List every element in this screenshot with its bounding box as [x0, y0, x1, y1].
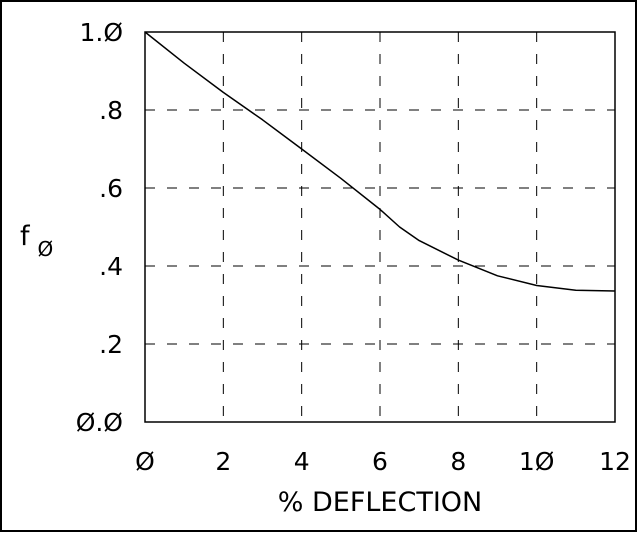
y-tick-label-3: .6: [99, 174, 123, 203]
y-tick-label-0: Ø.Ø: [76, 408, 123, 437]
x-axis-title: % DEFLECTION: [278, 487, 482, 518]
x-tick-label-6: 12: [599, 447, 631, 476]
y-tick-label-5: 1.Ø: [79, 18, 123, 47]
x-tick-label-1: 2: [215, 447, 231, 476]
x-tick-label-0: Ø: [135, 447, 155, 476]
x-tick-label-3: 6: [372, 447, 388, 476]
series-line-0: [144, 31, 616, 292]
x-tick-label-2: 4: [294, 447, 310, 476]
x-tick-label-4: 8: [450, 447, 466, 476]
y-axis-title: f Ø: [20, 221, 53, 261]
y-axis-title-sub: Ø: [38, 237, 54, 261]
grid-lines: [145, 32, 615, 422]
y-tick-labels: Ø.Ø .2 .4 .6 .8 1.Ø: [76, 18, 123, 437]
y-tick-label-4: .8: [99, 96, 123, 125]
series-layer: [144, 31, 616, 292]
plot-area-border: [144, 31, 616, 423]
y-tick-label-2: .4: [99, 252, 123, 281]
x-tick-label-5: 1Ø: [519, 447, 555, 476]
y-tick-label-1: .2: [99, 330, 123, 359]
y-axis-title-main: f: [20, 221, 31, 252]
x-tick-labels: Ø 2 4 6 8 1Ø 12: [135, 447, 631, 476]
